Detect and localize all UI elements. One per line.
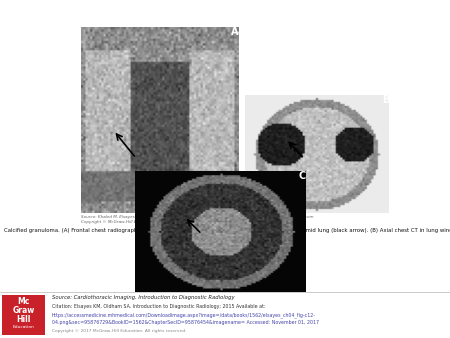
Text: Mc: Mc	[17, 297, 30, 307]
Text: Calcified granuloma. (A) Frontal chest radiograph demonstrates a tiny well-defin: Calcified granuloma. (A) Frontal chest r…	[4, 228, 450, 233]
FancyBboxPatch shape	[2, 295, 45, 335]
Text: https://accessmedicine.mhmedical.com/Downloadimage.aspx?image=/data/books/1562/e: https://accessmedicine.mhmedical.com/Dow…	[52, 312, 316, 318]
Text: Citation: Elsayes KM, Oldham SA. Introduction to Diagnostic Radiology; 2015 Avai: Citation: Elsayes KM, Oldham SA. Introdu…	[52, 304, 266, 309]
Text: 04.png&sec=95876729&BookID=1562&ChapterSecID=95876454&imagename= Accessed: Novem: 04.png&sec=95876729&BookID=1562&ChapterS…	[52, 320, 319, 325]
Text: C: C	[299, 171, 306, 181]
Text: Source: Cardiothoracic Imaging. Introduction to Diagnostic Radiology: Source: Cardiothoracic Imaging. Introduc…	[52, 295, 234, 300]
Text: Copyright © 2017 McGraw-Hill Education. All rights reserved.: Copyright © 2017 McGraw-Hill Education. …	[52, 329, 186, 333]
Text: A: A	[231, 27, 238, 37]
Text: Hill: Hill	[16, 315, 31, 324]
FancyBboxPatch shape	[0, 292, 450, 293]
Text: Education: Education	[13, 325, 34, 329]
Text: B: B	[382, 95, 389, 105]
Text: Source: Khaled M. Elsayes, Sandra A. A. Oldham. Introduction to Diagnostic Radio: Source: Khaled M. Elsayes, Sandra A. A. …	[81, 215, 314, 224]
Text: Graw: Graw	[12, 306, 35, 315]
